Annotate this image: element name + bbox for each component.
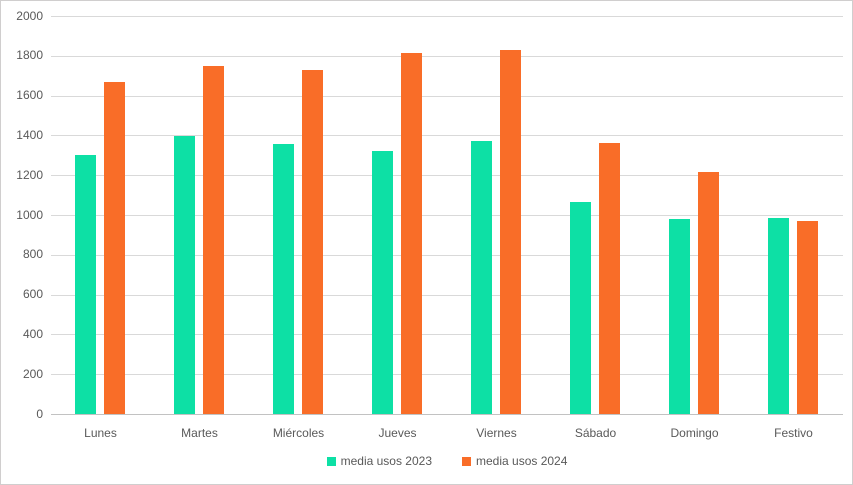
bar-media-usos-2023-festivo <box>768 217 789 414</box>
bar-media-usos-2023-jueves <box>372 151 393 414</box>
x-axis-tick-label: Domingo <box>670 426 719 440</box>
bar-media-usos-2023-domingo <box>669 218 690 414</box>
gridline <box>51 294 843 296</box>
gridline <box>51 175 843 177</box>
y-axis-tick-label: 400 <box>22 326 43 341</box>
gridline <box>51 16 843 17</box>
bar-media-usos-2024-jueves <box>401 52 422 414</box>
gridline <box>51 55 843 57</box>
y-axis-tick-label: 600 <box>22 287 43 302</box>
legend-swatch-icon <box>326 456 336 466</box>
bar-media-usos-2024-miercoles <box>302 69 323 414</box>
gridline <box>51 334 843 336</box>
y-axis-tick-label: 1400 <box>16 127 43 142</box>
x-axis-tick-label: Festivo <box>774 426 813 440</box>
y-axis-tick-label: 800 <box>22 247 43 262</box>
x-axis-tick-label: Martes <box>181 426 218 440</box>
bar-media-usos-2023-sabado <box>570 202 591 414</box>
y-axis-tick-label: 1600 <box>16 88 43 103</box>
gridline <box>51 135 843 137</box>
y-axis-tick-label: 1200 <box>16 167 43 182</box>
bar-media-usos-2023-miercoles <box>273 144 294 414</box>
legend: media usos 2023 media usos 2024 <box>51 454 843 468</box>
x-axis-tick-label: Jueves <box>378 426 417 440</box>
x-axis-tick-label: Lunes <box>84 426 117 440</box>
bar-media-usos-2024-festivo <box>797 220 818 414</box>
x-axis-line <box>51 414 843 415</box>
bar-media-usos-2024-sabado <box>599 143 620 414</box>
y-axis-tick-label: 0 <box>36 406 43 421</box>
x-axis-tick-label: Miércoles <box>272 426 325 440</box>
bar-media-usos-2024-viernes <box>500 49 521 414</box>
x-axis-tick-label: Sábado <box>574 426 617 440</box>
bar-media-usos-2023-viernes <box>471 141 492 414</box>
legend-swatch-icon <box>462 456 471 466</box>
bar-media-usos-2024-martes <box>203 65 224 414</box>
gridline <box>51 254 843 256</box>
y-axis-tick-label: 1800 <box>16 48 43 63</box>
y-axis-tick-label: 200 <box>22 366 43 381</box>
legend-item-media-usos-2024: media usos 2024 <box>462 454 567 468</box>
legend-label: media usos 2023 <box>340 454 432 468</box>
y-axis-tick-label: 1000 <box>16 207 43 222</box>
x-axis-tick-label: Viernes <box>476 426 517 440</box>
y-axis-tick-label: 2000 <box>16 8 43 23</box>
gridline <box>51 374 843 376</box>
gridline <box>51 215 843 216</box>
bar-media-usos-2023-martes <box>174 136 195 414</box>
bar-media-usos-2024-domingo <box>698 172 719 414</box>
bar-media-usos-2024-lunes <box>104 81 125 414</box>
legend-item-media-usos-2023: media usos 2023 <box>326 454 432 468</box>
bar-media-usos-2023-lunes <box>75 155 96 414</box>
gridline <box>51 95 843 97</box>
legend-label: media usos 2024 <box>476 454 568 468</box>
